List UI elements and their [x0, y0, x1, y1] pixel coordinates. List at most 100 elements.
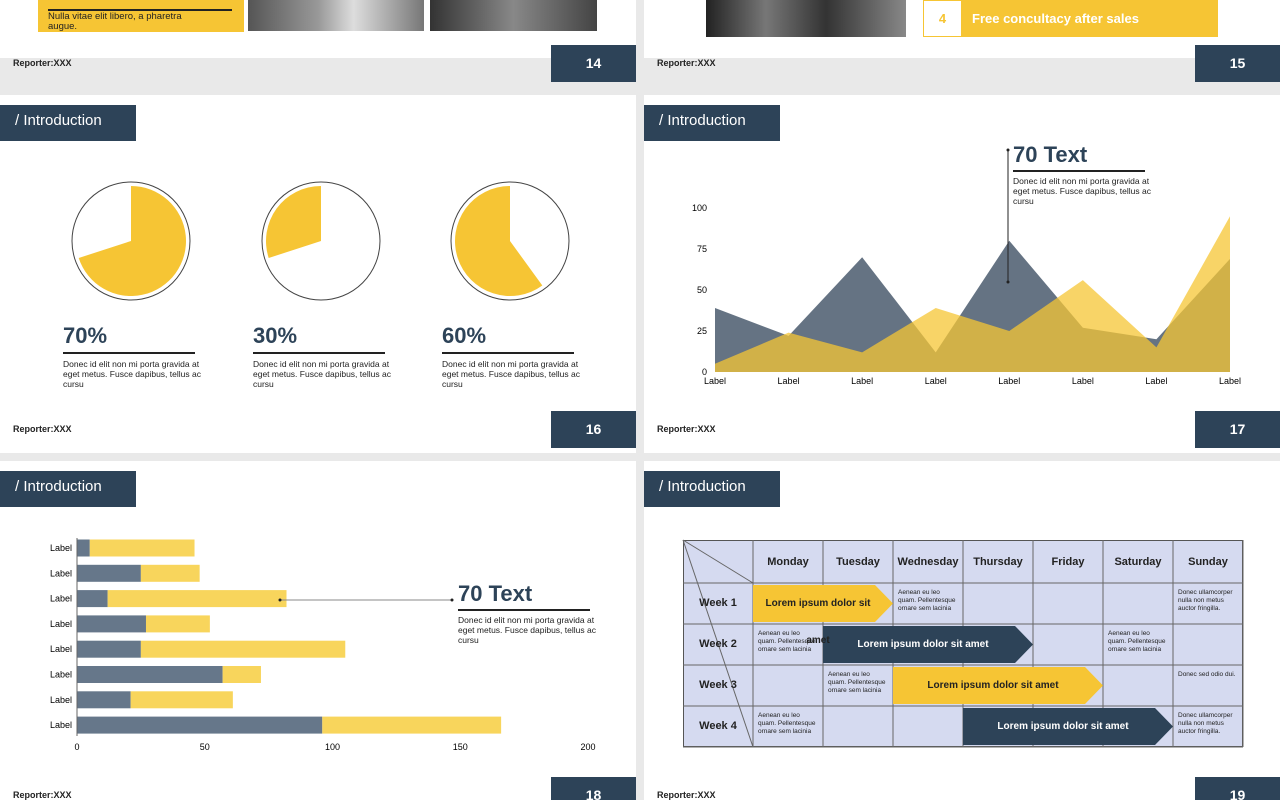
annotation-title: 70 Text: [458, 581, 533, 606]
y-tick-label: Label: [50, 543, 72, 553]
slide-number: 14: [551, 45, 636, 82]
row-header: Week 1: [699, 597, 737, 609]
y-tick-label: 25: [697, 326, 707, 336]
bar-segment: [140, 640, 346, 658]
step-number: 4: [923, 0, 962, 37]
x-tick-label: Label: [925, 376, 947, 386]
event-text: Lorem ipsum dolor sit amet: [857, 639, 989, 650]
slide-header: / Introduction: [0, 471, 136, 507]
pie-value-label: 30%: [253, 323, 298, 348]
cell-note: Aenean eu leo quam. Pellentesque ornare …: [758, 630, 816, 653]
x-tick-label: Label: [704, 376, 726, 386]
cell-note: Donec sed odio dui.: [1178, 671, 1236, 678]
column-header: Sunday: [1188, 555, 1228, 568]
bar-segment: [77, 640, 141, 658]
x-tick-label: Label: [1219, 376, 1241, 386]
footer: Reporter:XXX: [657, 58, 716, 68]
footer: Reporter:XXX: [13, 424, 72, 434]
image: [430, 0, 597, 31]
x-tick-label: 50: [200, 742, 210, 752]
y-tick-label: Label: [50, 670, 72, 680]
pie-text: Donec id elit non mi porta gravida at eg…: [63, 359, 201, 389]
slide-number: 16: [551, 411, 636, 448]
underline: [63, 352, 195, 354]
column-header: Wednesday: [897, 555, 959, 568]
slide-header: / Introduction: [644, 105, 780, 141]
leader-dot: [450, 598, 454, 602]
step-text: Free concultacy after sales: [962, 0, 1218, 37]
bar-segment: [77, 590, 108, 608]
leader-dot: [278, 598, 282, 602]
annotation-text: Donec id elit non mi porta gravida at eg…: [1013, 176, 1151, 206]
info-box: Super companyNulla vitae elit libero, a …: [38, 0, 244, 32]
y-tick-label: 75: [697, 244, 707, 254]
footer: Reporter:XXX: [13, 58, 72, 68]
slide-number: 17: [1195, 411, 1280, 448]
x-tick-label: 100: [325, 742, 340, 752]
event-arrow: [963, 708, 1173, 745]
bar-segment: [77, 539, 90, 557]
pie-value-label: 70%: [63, 323, 108, 348]
bar-segment: [77, 691, 131, 709]
footer: Reporter:XXX: [13, 790, 72, 800]
slide-number: 15: [1195, 45, 1280, 82]
slide-header: / Introduction: [0, 105, 136, 141]
event-text: Lorem ipsum dolor sit amet: [997, 721, 1129, 732]
y-tick-label: Label: [50, 619, 72, 629]
y-tick-label: Label: [50, 568, 72, 578]
bar-segment: [130, 691, 233, 709]
grid-line: [682, 539, 754, 748]
annotation-title: 70 Text: [1013, 142, 1088, 167]
leader-dot: [1006, 148, 1010, 152]
chart: [71, 181, 191, 301]
x-tick-label: 150: [453, 742, 468, 752]
x-tick-label: Label: [998, 376, 1020, 386]
x-tick-label: Label: [778, 376, 800, 386]
cell-note: Aenean eu leo quam. Pellentesque ornare …: [758, 712, 816, 735]
chart: [261, 181, 381, 301]
pie-value-label: 60%: [442, 323, 487, 348]
cell-note: Donec ullamcorper nulla non metus auctor…: [1178, 712, 1233, 735]
bar-segment: [77, 716, 323, 734]
pie-slice: [266, 186, 321, 258]
cell-note: Aenean eu leo quam. Pellentesque ornare …: [828, 671, 886, 694]
row-header: Week 3: [699, 679, 737, 691]
x-tick-label: Label: [851, 376, 873, 386]
y-tick-label: Label: [50, 720, 72, 730]
slide: [644, 95, 1280, 453]
chart: 0 25 50 75 100 Label Label Label Label Label Label…: [692, 148, 1241, 386]
event-text: Lorem ipsum dolor sit amet: [927, 680, 1059, 691]
pie-slice: [454, 186, 543, 296]
x-tick-label: 0: [74, 742, 79, 752]
leader-dot: [1006, 280, 1010, 284]
underline: [253, 352, 385, 354]
image: [706, 0, 906, 37]
bar-segment: [140, 564, 200, 582]
y-tick-label: 100: [692, 203, 707, 213]
slide-number: 19: [1195, 777, 1280, 800]
x-tick-label: Label: [1145, 376, 1167, 386]
divider: [48, 9, 232, 11]
pie-text: Donec id elit non mi porta gravida at eg…: [253, 359, 391, 389]
bar-segment: [222, 666, 261, 683]
column-header: Saturday: [1114, 555, 1162, 568]
bar-segment: [322, 716, 502, 734]
column-header: Monday: [767, 555, 809, 568]
image: [248, 0, 424, 31]
chart: [682, 539, 1244, 748]
annotation-underline: [458, 609, 590, 611]
event-arrow: [893, 667, 1103, 704]
column-header: Thursday: [973, 555, 1023, 568]
footer: Reporter:XXX: [657, 790, 716, 800]
x-tick-label: 200: [580, 742, 595, 752]
corner-diagonal: [682, 539, 754, 584]
footer: Reporter:XXX: [657, 424, 716, 434]
pie-slice: [78, 186, 186, 296]
bar-segment: [89, 539, 195, 557]
y-tick-label: Label: [50, 644, 72, 654]
chart: 0 50 100 150 200 Label Label Label Label Label Lab…: [50, 538, 596, 752]
cell-note: Aenean eu leo quam. Pellentesque ornare …: [898, 589, 956, 612]
event-text: Lorem ipsum dolor sit amet: [765, 598, 871, 646]
slide-number: 18: [551, 777, 636, 800]
column-header: Tuesday: [836, 555, 880, 568]
